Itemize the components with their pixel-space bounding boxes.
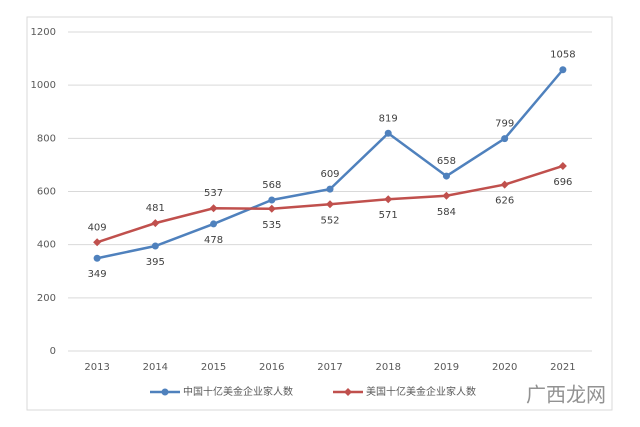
y-tick-label: 400 — [37, 240, 56, 251]
x-tick-label: 2014 — [143, 362, 168, 373]
y-tick-label: 1200 — [31, 27, 56, 38]
legend-marker — [344, 388, 352, 396]
marker — [501, 135, 509, 143]
marker — [151, 219, 160, 228]
y-tick-label: 1000 — [31, 80, 56, 91]
data-label: 409 — [88, 222, 107, 233]
marker — [384, 129, 392, 137]
data-label: 568 — [262, 180, 281, 191]
marker — [384, 195, 393, 204]
marker — [93, 238, 102, 247]
marker — [267, 204, 276, 213]
chart-frame — [26, 16, 613, 411]
y-tick-label: 0 — [50, 346, 56, 357]
marker — [210, 220, 218, 228]
x-tick-label: 2019 — [434, 362, 459, 373]
x-tick-label: 2018 — [375, 362, 400, 373]
y-tick-label: 200 — [37, 293, 56, 304]
data-label: 1058 — [550, 50, 575, 61]
marker — [93, 254, 101, 262]
x-tick-label: 2017 — [317, 362, 342, 373]
x-tick-label: 2016 — [259, 362, 284, 373]
y-tick-label: 600 — [37, 187, 56, 198]
marker — [442, 191, 451, 200]
y-tick-label: 800 — [37, 133, 56, 144]
marker — [326, 185, 334, 193]
data-label: 481 — [146, 203, 165, 214]
marker — [442, 172, 450, 180]
x-tick-label: 2020 — [492, 362, 517, 373]
data-label: 535 — [262, 220, 281, 231]
x-tick-label: 2015 — [201, 362, 226, 373]
legend-label: 美国十亿美金企业家人数 — [366, 385, 476, 398]
marker — [151, 242, 159, 250]
data-label: 537 — [204, 188, 223, 199]
data-label: 571 — [379, 210, 398, 221]
x-tick-label: 2013 — [84, 362, 109, 373]
x-tick-label: 2021 — [550, 362, 575, 373]
data-label: 584 — [437, 207, 456, 218]
legend-label: 中国十亿美金企业家人数 — [183, 385, 293, 398]
marker — [326, 200, 334, 209]
marker — [558, 161, 567, 170]
data-label: 552 — [320, 215, 339, 226]
marker — [559, 66, 567, 74]
marker — [500, 180, 509, 189]
data-label: 696 — [553, 177, 572, 188]
data-label: 395 — [146, 257, 165, 268]
data-label: 658 — [437, 156, 456, 167]
data-label: 819 — [379, 113, 398, 124]
data-label: 626 — [495, 196, 514, 207]
data-label: 609 — [320, 169, 339, 180]
marker — [209, 204, 218, 213]
marker — [268, 196, 276, 204]
data-label: 478 — [204, 235, 223, 246]
watermark: 广西龙网 — [526, 383, 606, 407]
data-label: 349 — [88, 269, 107, 280]
legend-marker — [161, 388, 169, 396]
data-label: 799 — [495, 119, 514, 130]
